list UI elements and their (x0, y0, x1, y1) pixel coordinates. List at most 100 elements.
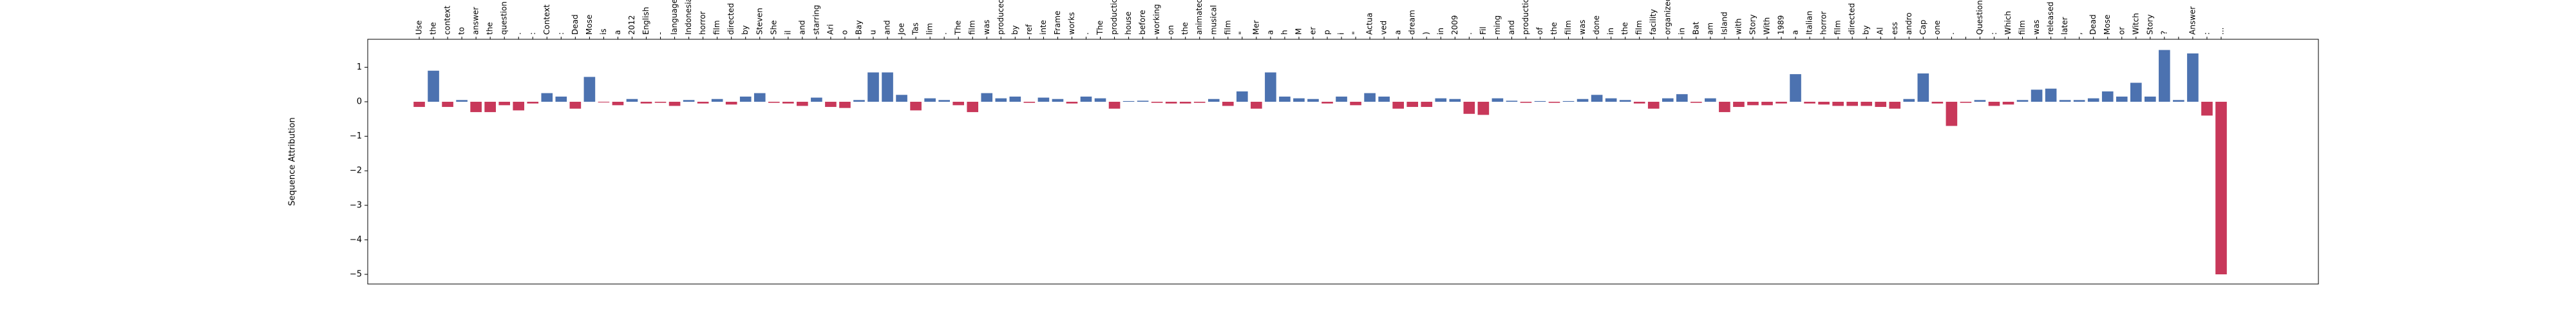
x-tick-label: film (968, 20, 977, 35)
bar (1534, 100, 1546, 102)
bar (1946, 102, 1958, 126)
x-tick-label: Ari (826, 24, 835, 35)
bar (1492, 98, 1504, 102)
bar (811, 97, 822, 102)
x-tick-label: She (769, 20, 778, 35)
x-tick-label: is (599, 28, 608, 35)
bar (1747, 102, 1759, 106)
x-tick-label: " (1351, 31, 1360, 35)
bar (1832, 102, 1844, 106)
x-tick-label: dream (1408, 10, 1417, 35)
x-tick-label: film (1634, 20, 1643, 35)
y-tick-label: −4 (350, 235, 362, 245)
x-tick-label: lim (925, 23, 934, 35)
bar (1279, 96, 1291, 102)
bar (2002, 102, 2014, 105)
x-tick-label: ming (1493, 15, 1502, 35)
bar (1463, 102, 1475, 114)
bar (910, 102, 922, 111)
x-tick-label: one (1933, 21, 1942, 35)
x-tick-label: Dead (2088, 14, 2098, 35)
bar (513, 102, 525, 111)
bar (1151, 102, 1163, 103)
bar (2016, 100, 2029, 102)
x-tick-label: Italian (1805, 11, 1814, 35)
bar (1861, 102, 1873, 106)
bar (683, 100, 695, 102)
bar (924, 98, 936, 102)
x-tick-label: 2009 (1450, 15, 1459, 35)
bar (470, 102, 482, 113)
x-tick-label: done (1592, 15, 1601, 35)
bar (2045, 88, 2057, 102)
x-tick-label: a (613, 30, 622, 35)
x-tick-label: Use (415, 21, 424, 35)
x-tick-label: andro (1904, 12, 1913, 35)
bar (711, 99, 723, 102)
y-tick-label: −1 (350, 131, 362, 141)
x-tick-label: in (1677, 28, 1686, 35)
x-tick-label: horror (1819, 11, 1828, 35)
x-tick-label: produced (996, 0, 1005, 35)
bar (739, 96, 752, 102)
x-tick-label: musical (1209, 5, 1218, 35)
bar (1477, 102, 1490, 115)
x-tick-label: Story (1748, 14, 1757, 35)
x-tick-label: by (1010, 25, 1019, 35)
bar (981, 93, 993, 102)
x-tick-label: organized (1663, 0, 1672, 35)
bar (1251, 102, 1262, 109)
bar (1108, 102, 1121, 109)
bar (1378, 96, 1390, 102)
x-tick-label: am (1705, 23, 1714, 35)
x-tick-label: Witch (2131, 13, 2140, 35)
bar (1818, 102, 1830, 105)
x-tick-label: 2012 (627, 15, 636, 35)
x-tick-label: Mose (585, 15, 594, 35)
bar (1846, 102, 1858, 106)
bar (1761, 102, 1773, 106)
bar (1903, 99, 1915, 102)
x-tick-label: Island (1719, 12, 1728, 35)
x-tick-label: Al (1876, 27, 1885, 35)
x-tick-label: was (1578, 20, 1587, 35)
bar (2159, 50, 2170, 102)
x-tick-label: inte (1039, 20, 1048, 35)
y-tick-label: −2 (350, 166, 362, 176)
bar (725, 102, 737, 105)
bar (1960, 102, 1972, 103)
bar (697, 102, 709, 104)
bar (654, 102, 667, 103)
bar (1875, 102, 1887, 108)
x-tick-label: by (741, 25, 750, 35)
y-tick-label: 1 (357, 62, 362, 72)
x-tick-label: Answer (2188, 6, 2197, 35)
bar (2101, 91, 2114, 102)
x-tick-label: u (869, 30, 878, 35)
bar (527, 102, 539, 104)
x-tick-label: - (656, 32, 665, 35)
x-tick-label: . (1947, 32, 1956, 35)
x-tick-label: released (2046, 2, 2055, 35)
x-tick-label: Actua (1365, 13, 1374, 35)
x-tick-label: and (797, 20, 806, 35)
bar (1179, 102, 1191, 104)
bar (456, 100, 468, 102)
bar (2116, 96, 2128, 102)
bar (1421, 102, 1433, 108)
y-tick-label: −3 (350, 200, 362, 210)
y-tick-label: 0 (357, 97, 362, 107)
x-tick-label: in (1436, 28, 1445, 35)
bar (1023, 102, 1036, 103)
bar (1222, 102, 1234, 106)
bar (1080, 96, 1092, 102)
x-tick-label: the (1549, 22, 1558, 35)
x-tick-label: film (1223, 20, 1232, 35)
bar (1392, 102, 1404, 109)
x-tick-label: film (1833, 20, 1842, 35)
bar (1350, 102, 1361, 106)
bar (442, 102, 453, 108)
x-tick-label: ref (1025, 24, 1034, 35)
x-tick-label: il (783, 30, 792, 35)
